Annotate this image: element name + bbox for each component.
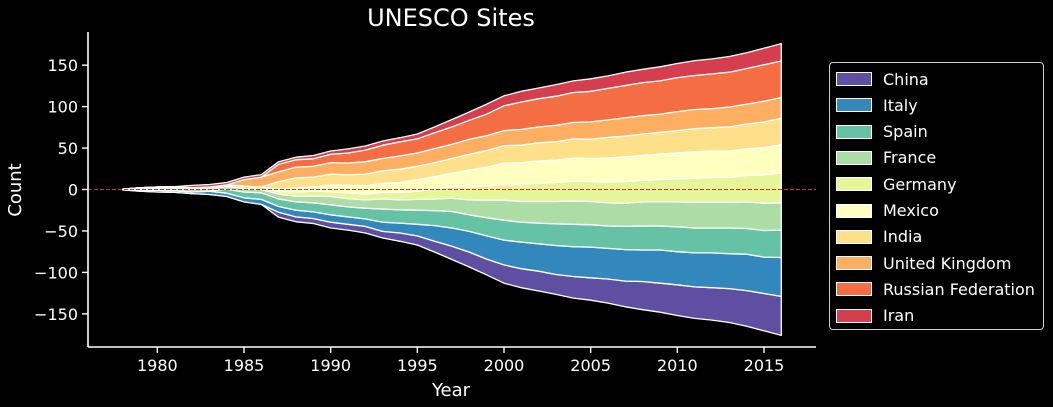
legend-swatch [836,150,872,165]
legend-swatch [836,72,872,86]
y-tick-label: −100 [34,263,78,282]
legend-swatch [836,203,872,218]
legend: China Italy Spain France Germany Mexico India U… [829,62,1044,330]
legend-swatch [836,124,872,139]
legend-label: United Kingdom [883,253,1012,273]
legend-label: Mexico [883,201,939,220]
x-tick-label: 2015 [744,356,785,375]
legend-label: Italy [883,95,918,115]
legend-label: China [883,69,929,89]
legend-label: France [883,148,937,168]
x-axis-label: Year [431,380,471,401]
stream-area-iran [122,42,782,190]
stream-areas [122,42,782,337]
legend-item: Russian Federation [836,279,1035,299]
x-tick-label: 1980 [137,356,178,375]
x-ticks: 1980 1985 1990 1995 2000 2005 2010 2015 [137,347,784,375]
y-axis-label: Count [5,163,26,216]
chart-title: UNESCO Sites [367,4,535,32]
legend-label: Spain [883,122,928,142]
legend-label: Iran [883,306,915,326]
legend-item: France [836,148,936,168]
legend-swatch [836,308,872,323]
x-tick-label: 2005 [570,356,611,375]
x-tick-label: 1985 [224,356,265,375]
y-tick-label: 150 [47,56,78,75]
y-tick-label: 100 [47,98,78,117]
legend-swatch [836,282,872,297]
y-tick-label: −150 [34,305,78,324]
legend-item: Spain [836,122,928,142]
legend-item: Iran [836,306,914,326]
legend-swatch [836,229,872,244]
legend-item: United Kingdom [836,253,1011,273]
y-ticks: −150 −100 −50 0 50 100 150 [34,56,88,324]
x-tick-label: 1995 [397,356,438,375]
legend-label: India [883,227,923,247]
legend-swatch [836,177,872,192]
y-tick-label: −50 [44,222,78,241]
legend-label: Russian Federation [883,279,1035,299]
legend-label: Germany [883,174,957,194]
y-tick-label: 50 [58,139,78,158]
legend-item: India [836,227,922,247]
legend-item: Mexico [836,201,939,221]
legend-item: Germany [836,174,957,194]
legend-swatch [836,98,872,113]
legend-item: China [836,69,929,89]
x-tick-label: 2010 [657,356,698,375]
legend-item: Italy [836,95,918,115]
legend-swatch [836,256,872,271]
x-tick-label: 1990 [310,356,351,375]
x-tick-label: 2000 [484,356,525,375]
y-tick-label: 0 [68,181,78,200]
